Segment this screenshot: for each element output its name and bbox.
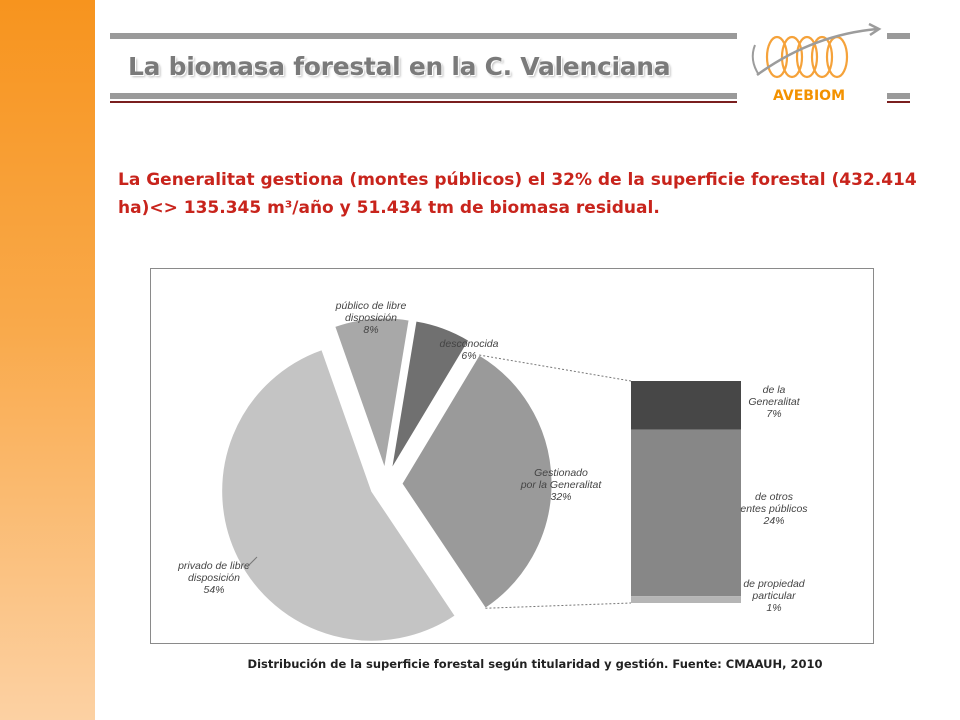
title-rule-grey — [110, 93, 910, 99]
logo-graphic: AVEBIOM — [751, 22, 882, 104]
connector-top — [479, 354, 632, 382]
label-propiedad-particular-line-1: particular — [751, 590, 796, 602]
bar-segment-1 — [631, 429, 741, 597]
label-otros-entes-line-1: entes públicos — [740, 503, 808, 515]
title-rule-red — [110, 101, 910, 103]
label-privado-leader — [246, 556, 258, 568]
avebiom-logo: AVEBIOM — [737, 15, 887, 110]
label-publico-line-1: disposición — [345, 312, 397, 324]
pie-slice-0 — [401, 354, 553, 609]
connector-bottom — [485, 602, 632, 609]
pie-slice-3 — [391, 320, 470, 470]
label-publico-line-0: público de libre — [335, 300, 407, 312]
chart-caption: Distribución de la superficie forestal s… — [247, 657, 823, 671]
chart-frame: Gestionado por la Generalitat 32% privado d… — [150, 268, 874, 644]
label-de-la-generalitat-line-2: 7% — [766, 408, 781, 420]
label-gestionado-line-2: 32% — [550, 491, 571, 503]
label-gestionado-line-1: por la Generalitat — [520, 479, 603, 491]
label-desconocida-line-0: desconocida — [440, 338, 499, 350]
label-desconocida-line-1: 6% — [461, 350, 476, 362]
label-de-la-generalitat-line-1: Generalitat — [748, 396, 800, 408]
label-propiedad-particular-line-0: de propiedad — [743, 578, 805, 590]
logo-text: AVEBIOM — [773, 88, 845, 104]
pie-slice-1 — [221, 349, 456, 642]
label-otros-entes-line-0: de otros — [755, 491, 794, 503]
intro-text: La Generalitat gestiona (montes públicos… — [118, 170, 917, 218]
label-publico-line-2: 8% — [363, 324, 378, 336]
label-propiedad-particular-line-2: 1% — [766, 602, 781, 614]
label-otros-entes-line-2: 24% — [762, 515, 784, 527]
label-de-la-generalitat-line-0: de la — [763, 384, 786, 396]
label-privado-line-2: 54% — [203, 584, 224, 596]
bar-segment-2 — [631, 596, 741, 603]
slide-title: La biomasa forestal en la C. Valenciana — [128, 52, 671, 81]
label-privado-line-1: disposición — [188, 572, 240, 584]
sidebar-gradient — [0, 0, 95, 720]
label-privado-line-0: privado de libre — [177, 560, 250, 572]
bar-segment-0 — [631, 381, 741, 430]
pie-slice-2 — [334, 317, 410, 469]
top-rule — [110, 33, 910, 39]
label-gestionado-line-0: Gestionado — [534, 467, 588, 479]
